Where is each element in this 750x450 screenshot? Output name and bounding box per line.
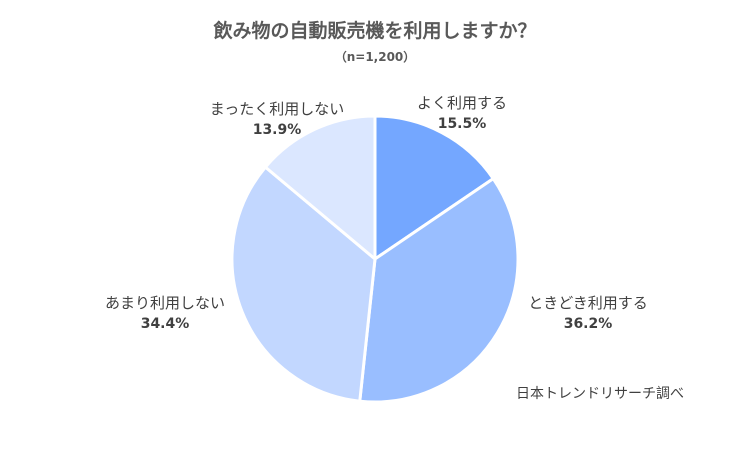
pie-slice-often bbox=[373, 114, 495, 261]
slice-value: 36.2% bbox=[563, 316, 613, 332]
slice-name: まったく利用しない bbox=[209, 100, 345, 118]
chart-title: 飲み物の自動販売機を利用しますか？ bbox=[213, 20, 537, 42]
slice-name: よく利用する bbox=[416, 94, 507, 112]
pie-slice-sometimes bbox=[358, 177, 520, 404]
slice-label-often: よく利用する 15.5% bbox=[392, 92, 532, 132]
pie-slice-never bbox=[263, 114, 377, 261]
slice-value: 15.5% bbox=[437, 116, 487, 132]
slice-value: 13.9% bbox=[252, 122, 302, 138]
slice-label-never: まったく利用しない 13.9% bbox=[192, 98, 362, 138]
source-note: 日本トレンドリサーチ調べ bbox=[516, 386, 684, 402]
slice-value: 34.4% bbox=[140, 316, 190, 332]
slice-name: あまり利用しない bbox=[104, 294, 225, 312]
slice-label-rarely: あまり利用しない 34.4% bbox=[90, 292, 240, 332]
slice-label-sometimes: ときどき利用する 36.2% bbox=[508, 292, 668, 332]
slice-name: ときどき利用する bbox=[528, 294, 648, 312]
chart-subtitle: （n=1,200） bbox=[334, 50, 416, 64]
pie-slice-rarely bbox=[230, 165, 377, 403]
